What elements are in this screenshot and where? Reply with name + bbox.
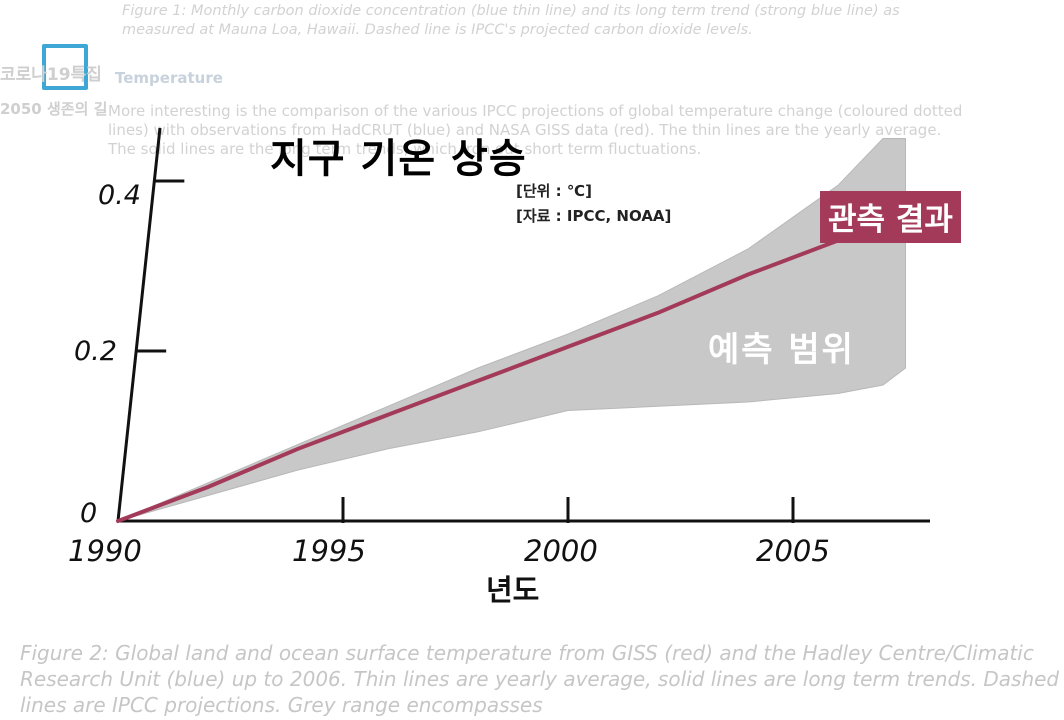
observed-legend-label: 관측 결과	[820, 191, 961, 243]
x-tick-label: 2005	[756, 534, 830, 568]
observed-line	[116, 238, 840, 523]
channel-name: 코로나19특집	[0, 65, 102, 85]
x-tick-label: 1990	[68, 534, 142, 568]
prediction-range-band	[117, 138, 906, 522]
y-tick-label: 0.4	[98, 180, 141, 211]
y-axis	[116, 127, 162, 522]
figure-2-caption: Figure 2: Global land and ocean surface …	[20, 641, 1060, 717]
axis-ticks	[136, 179, 795, 523]
background-paragraph: More interesting is the comparison of th…	[108, 102, 963, 158]
source-note: [자료 : IPCC, NOAA]	[516, 207, 672, 225]
x-tick-label: 1995	[292, 534, 366, 568]
x-axis-title: 년도	[486, 573, 540, 607]
chart-title: 지구 기온 상승	[270, 136, 527, 182]
range-legend-label: 예측 범위	[708, 330, 855, 370]
figure-1-caption: Figure 1: Monthly carbon dioxide concent…	[122, 3, 900, 38]
y-tick-label: 0.2	[74, 336, 117, 367]
x-tick-label: 2000	[524, 534, 598, 568]
y-tick-label: 0	[80, 498, 98, 529]
section-heading: Temperature	[115, 69, 223, 87]
channel-logo-icon	[42, 44, 88, 90]
unit-note: [단위 : ℃]	[516, 182, 592, 200]
channel-subtitle: 2050 생존의 길	[0, 100, 108, 118]
